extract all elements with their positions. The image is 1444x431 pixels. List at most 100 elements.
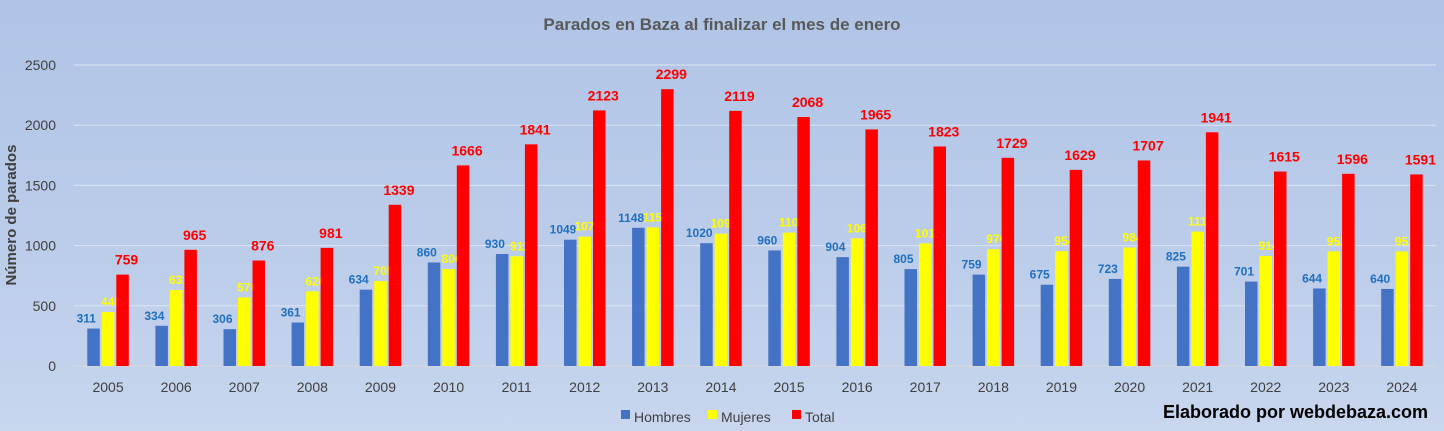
data-label-mujeres: 911 bbox=[510, 239, 530, 253]
bar-total bbox=[456, 165, 470, 366]
bar-mujeres bbox=[510, 256, 523, 366]
bar-mujeres bbox=[714, 233, 728, 366]
legend-swatch-mujeres bbox=[708, 410, 717, 419]
data-label-hombres: 361 bbox=[281, 306, 301, 320]
data-label-hombres: 1020 bbox=[686, 226, 713, 240]
bar-mujeres bbox=[646, 227, 660, 366]
data-label-total: 1707 bbox=[1132, 137, 1163, 153]
y-tick-label: 500 bbox=[33, 298, 57, 314]
data-label-mujeres: 620 bbox=[305, 274, 325, 288]
bar-total bbox=[1205, 132, 1219, 366]
data-label-hombres: 1148 bbox=[618, 211, 644, 225]
data-label-mujeres: 954 bbox=[1054, 234, 1074, 248]
data-label-hombres: 930 bbox=[485, 237, 505, 251]
x-tick-label: 2016 bbox=[842, 379, 873, 395]
data-label-hombres: 701 bbox=[1234, 265, 1254, 279]
bar-total bbox=[1410, 174, 1423, 366]
bar-total bbox=[865, 129, 878, 366]
data-label-total: 2068 bbox=[792, 94, 823, 110]
x-tick-label: 2010 bbox=[433, 379, 464, 395]
x-tick-label: 2024 bbox=[1386, 379, 1417, 395]
legend-swatch-hombres bbox=[621, 410, 630, 419]
legend-label-total: Total bbox=[805, 409, 835, 425]
bar-total bbox=[729, 110, 742, 366]
x-tick-label: 2019 bbox=[1046, 379, 1077, 395]
data-label-mujeres: 806 bbox=[442, 252, 462, 266]
bar-total bbox=[388, 204, 402, 366]
bar-hombres bbox=[564, 239, 577, 366]
bar-mujeres bbox=[442, 268, 455, 366]
data-label-mujeres: 951 bbox=[1395, 234, 1415, 248]
data-label-total: 759 bbox=[115, 252, 139, 268]
data-label-hombres: 634 bbox=[349, 273, 369, 287]
data-label-total: 2299 bbox=[656, 66, 687, 82]
x-tick-label: 2005 bbox=[92, 379, 123, 395]
data-label-hombres: 723 bbox=[1098, 262, 1118, 276]
data-label-total: 1823 bbox=[928, 124, 959, 140]
data-label-total: 2119 bbox=[724, 88, 755, 104]
data-label-mujeres: 631 bbox=[169, 273, 189, 287]
x-tick-label: 2022 bbox=[1250, 379, 1281, 395]
bar-total bbox=[184, 249, 197, 366]
bar-mujeres bbox=[1395, 251, 1409, 366]
data-label-mujeres: 952 bbox=[1327, 234, 1347, 248]
data-label-hombres: 640 bbox=[1370, 272, 1390, 286]
data-label-hombres: 675 bbox=[1030, 268, 1050, 282]
bar-hombres bbox=[291, 322, 305, 366]
data-label-hombres: 759 bbox=[962, 258, 982, 272]
bar-mujeres bbox=[987, 249, 1000, 366]
data-label-hombres: 805 bbox=[893, 252, 913, 266]
bar-total bbox=[797, 117, 810, 366]
bar-mujeres bbox=[101, 312, 115, 366]
x-tick-label: 2012 bbox=[569, 379, 600, 395]
y-tick-label: 0 bbox=[48, 358, 56, 374]
bar-mujeres bbox=[578, 236, 591, 366]
y-tick-label: 2500 bbox=[25, 57, 56, 73]
data-label-total: 981 bbox=[319, 225, 343, 241]
data-label-total: 1591 bbox=[1405, 151, 1436, 167]
bar-hombres bbox=[904, 269, 917, 366]
data-label-mujeres: 570 bbox=[237, 280, 257, 294]
bar-total bbox=[524, 144, 538, 366]
x-tick-label: 2013 bbox=[637, 379, 668, 395]
bar-hombres bbox=[1381, 288, 1394, 366]
x-tick-label: 2023 bbox=[1318, 379, 1349, 395]
data-label-hombres: 311 bbox=[77, 312, 97, 326]
x-tick-label: 2015 bbox=[773, 379, 804, 395]
data-label-total: 1629 bbox=[1064, 147, 1095, 163]
y-tick-label: 1500 bbox=[25, 177, 56, 193]
bar-mujeres bbox=[850, 238, 864, 366]
bar-hombres bbox=[632, 227, 645, 366]
bar-mujeres bbox=[1259, 255, 1272, 366]
data-label-total: 1841 bbox=[520, 121, 551, 137]
y-axis-label: Número de parados bbox=[3, 145, 20, 286]
legend-label-hombres: Hombres bbox=[634, 409, 691, 425]
bar-total bbox=[1069, 169, 1083, 366]
bar-mujeres bbox=[1123, 247, 1136, 366]
data-label-hombres: 904 bbox=[825, 240, 845, 254]
legend-swatch-total bbox=[792, 410, 801, 419]
bar-total bbox=[933, 146, 946, 366]
data-label-mujeres: 705 bbox=[373, 264, 393, 278]
x-tick-label: 2008 bbox=[297, 379, 328, 395]
data-label-hombres: 644 bbox=[1302, 271, 1322, 285]
bar-hombres bbox=[155, 325, 168, 366]
bar-total bbox=[1137, 160, 1151, 366]
bar-mujeres bbox=[1055, 251, 1068, 366]
bar-hombres bbox=[1040, 284, 1054, 366]
credit-text: Elaborado por webdebaza.com bbox=[1163, 402, 1428, 422]
bar-hombres bbox=[700, 243, 713, 366]
bar-hombres bbox=[1245, 281, 1258, 366]
bar-total bbox=[1001, 157, 1015, 366]
bar-mujeres bbox=[1327, 251, 1341, 366]
bar-hombres bbox=[87, 328, 100, 366]
data-label-hombres: 825 bbox=[1166, 250, 1186, 264]
y-tick-label: 2000 bbox=[25, 117, 56, 133]
x-tick-label: 2021 bbox=[1182, 379, 1213, 395]
x-tick-label: 2009 bbox=[365, 379, 396, 395]
bar-mujeres bbox=[919, 243, 932, 366]
bar-total bbox=[1274, 171, 1287, 366]
data-label-hombres: 334 bbox=[144, 309, 164, 323]
x-tick-label: 2006 bbox=[161, 379, 192, 395]
data-label-total: 1965 bbox=[860, 106, 891, 122]
